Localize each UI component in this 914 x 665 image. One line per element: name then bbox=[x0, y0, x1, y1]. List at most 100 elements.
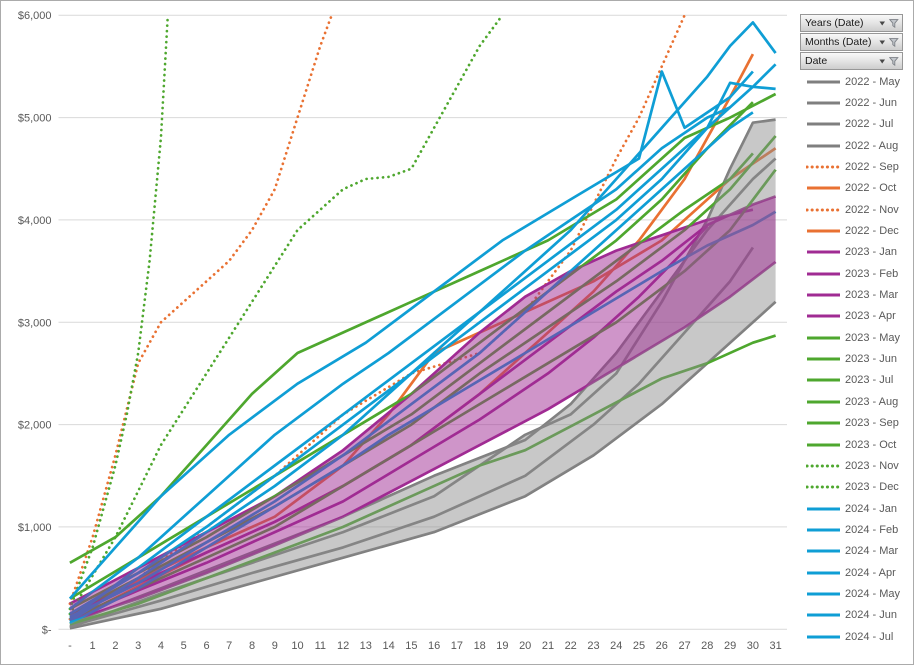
legend-label: 2024 - Jan bbox=[845, 502, 897, 515]
series-line-2022-may bbox=[69, 300, 777, 630]
legend-item-2022-jul[interactable]: 2022 - Jul bbox=[797, 114, 913, 135]
series-line-2023-oct bbox=[69, 334, 777, 626]
legend-item-2023-mar[interactable]: 2023 - Mar bbox=[797, 284, 913, 305]
x-axis-tick-label: 18 bbox=[474, 640, 486, 652]
legend-swatch-icon bbox=[807, 101, 840, 105]
y-axis-tick-label: $4,000 bbox=[18, 215, 52, 227]
dropdown-arrow-icon bbox=[879, 21, 885, 25]
filter-funnel-icon bbox=[889, 56, 899, 66]
x-axis-tick-label: 4 bbox=[158, 640, 164, 652]
legend-swatch-icon bbox=[807, 507, 840, 511]
legend-swatch-icon bbox=[806, 485, 841, 489]
legend-label: 2022 - Jun bbox=[845, 97, 897, 110]
x-axis-tick-label: 29 bbox=[724, 640, 736, 652]
legend-item-2023-nov[interactable]: 2023 - Nov bbox=[797, 455, 913, 476]
band-2023-purple bbox=[69, 196, 776, 622]
legend-label: 2022 - May bbox=[845, 75, 901, 88]
legend-item-2022-may[interactable]: 2022 - May bbox=[797, 71, 913, 92]
legend-swatch-icon bbox=[807, 613, 840, 617]
x-axis-tick-label: 12 bbox=[337, 640, 349, 652]
x-axis-tick-label: 24 bbox=[610, 640, 622, 652]
legend-label: 2023 - May bbox=[845, 331, 901, 344]
legend-swatch-icon bbox=[807, 592, 840, 596]
legend-item-2022-sep[interactable]: 2022 - Sep bbox=[797, 156, 913, 177]
legend-item-2024-jun[interactable]: 2024 - Jun bbox=[797, 605, 913, 626]
y-axis-tick-label: $3,000 bbox=[18, 317, 52, 329]
legend-item-2024-jul[interactable]: 2024 - Jul bbox=[797, 626, 913, 647]
y-axis-tick-label: $6,000 bbox=[18, 10, 52, 22]
legend-label: 2023 - Jun bbox=[845, 353, 897, 366]
legend-swatch-icon bbox=[806, 208, 841, 212]
legend-item-2023-jul[interactable]: 2023 - Jul bbox=[797, 370, 913, 391]
filter-funnel-icon bbox=[889, 18, 899, 28]
legend-label: 2024 - May bbox=[845, 587, 901, 600]
legend-label: 2023 - Dec bbox=[845, 481, 899, 494]
legend-swatch-icon bbox=[807, 314, 840, 318]
dropdown-arrow-icon bbox=[879, 59, 885, 63]
legend-label: 2023 - Jan bbox=[845, 246, 897, 259]
legend-swatch-icon bbox=[807, 357, 840, 361]
field-button-date[interactable]: Date bbox=[800, 52, 903, 70]
field-button-months-label: Months (Date) bbox=[805, 36, 872, 48]
legend-swatch-icon bbox=[807, 336, 840, 340]
legend-label: 2023 - Jul bbox=[845, 374, 894, 387]
legend-swatch-icon bbox=[807, 528, 840, 532]
legend-swatch-icon bbox=[807, 186, 840, 190]
legend-swatch-icon bbox=[807, 122, 840, 126]
x-axis-tick-label: 9 bbox=[272, 640, 278, 652]
x-axis-tick-label: 1 bbox=[90, 640, 96, 652]
y-axis-tick-label: $5,000 bbox=[18, 113, 52, 125]
legend-item-2024-jan[interactable]: 2024 - Jan bbox=[797, 498, 913, 519]
legend-label: 2022 - Oct bbox=[845, 182, 897, 195]
x-axis-tick-label: 14 bbox=[382, 640, 394, 652]
legend-item-2023-dec[interactable]: 2023 - Dec bbox=[797, 477, 913, 498]
legend-label: 2023 - Apr bbox=[845, 310, 896, 323]
legend-item-2024-feb[interactable]: 2024 - Feb bbox=[797, 519, 913, 540]
field-button-months[interactable]: Months (Date) bbox=[800, 33, 903, 51]
legend-swatch-icon bbox=[806, 464, 841, 468]
legend-label: 2023 - Oct bbox=[845, 438, 897, 451]
legend-item-2023-sep[interactable]: 2023 - Sep bbox=[797, 413, 913, 434]
field-button-years[interactable]: Years (Date) bbox=[800, 14, 903, 32]
legend-item-2022-oct[interactable]: 2022 - Oct bbox=[797, 178, 913, 199]
legend-item-2022-dec[interactable]: 2022 - Dec bbox=[797, 220, 913, 241]
legend-label: 2024 - Feb bbox=[845, 523, 899, 536]
legend-item-2024-mar[interactable]: 2024 - Mar bbox=[797, 541, 913, 562]
x-axis-tick-label: 27 bbox=[678, 640, 690, 652]
y-axis-tick-label: $2,000 bbox=[18, 420, 52, 432]
legend-item-2023-oct[interactable]: 2023 - Oct bbox=[797, 434, 913, 455]
series-line-2022-jul bbox=[69, 118, 776, 629]
x-axis-tick-label: 26 bbox=[656, 640, 668, 652]
legend-item-2023-apr[interactable]: 2023 - Apr bbox=[797, 306, 913, 327]
legend-swatch-icon bbox=[807, 571, 840, 575]
legend-swatch-icon bbox=[807, 250, 840, 254]
legend-item-2023-jan[interactable]: 2023 - Jan bbox=[797, 242, 913, 263]
legend-swatch-icon bbox=[806, 165, 841, 169]
legend-label: 2022 - Jul bbox=[845, 118, 894, 131]
legend-item-2024-may[interactable]: 2024 - May bbox=[797, 583, 913, 604]
x-axis-tick-label: 20 bbox=[519, 640, 531, 652]
x-axis-tick-label: 13 bbox=[360, 640, 372, 652]
series-line-2023-nov bbox=[68, 13, 504, 616]
x-axis-tick-label: 30 bbox=[747, 640, 759, 652]
x-axis-tick-label: 11 bbox=[315, 640, 326, 652]
series-line-2024-may bbox=[69, 21, 777, 623]
legend-item-2022-jun[interactable]: 2022 - Jun bbox=[797, 92, 913, 113]
legend-item-2023-jun[interactable]: 2023 - Jun bbox=[797, 348, 913, 369]
legend-item-2024-apr[interactable]: 2024 - Apr bbox=[797, 562, 913, 583]
legend-item-2023-feb[interactable]: 2023 - Feb bbox=[797, 263, 913, 284]
legend-item-2023-aug[interactable]: 2023 - Aug bbox=[797, 391, 913, 412]
legend-item-2022-nov[interactable]: 2022 - Nov bbox=[797, 199, 913, 220]
legend-swatch-icon bbox=[807, 635, 840, 639]
legend-label: 2022 - Aug bbox=[845, 139, 899, 152]
legend-item-2022-aug[interactable]: 2022 - Aug bbox=[797, 135, 913, 156]
x-axis-tick-label: 28 bbox=[701, 640, 713, 652]
x-axis-tick-label: 23 bbox=[587, 640, 599, 652]
chart-plot-area[interactable]: $- $1,000 $2,000 $3,000 $4,000 $5,000 $6,000 - 1… bbox=[1, 1, 793, 665]
x-axis-tick-label: 25 bbox=[633, 640, 645, 652]
x-axis-tick-label: 2 bbox=[112, 640, 118, 652]
series-line-2024-apr bbox=[68, 70, 754, 600]
legend-swatch-icon bbox=[807, 229, 840, 233]
legend-item-2023-may[interactable]: 2023 - May bbox=[797, 327, 913, 348]
series-line-2022-sep bbox=[68, 13, 334, 606]
